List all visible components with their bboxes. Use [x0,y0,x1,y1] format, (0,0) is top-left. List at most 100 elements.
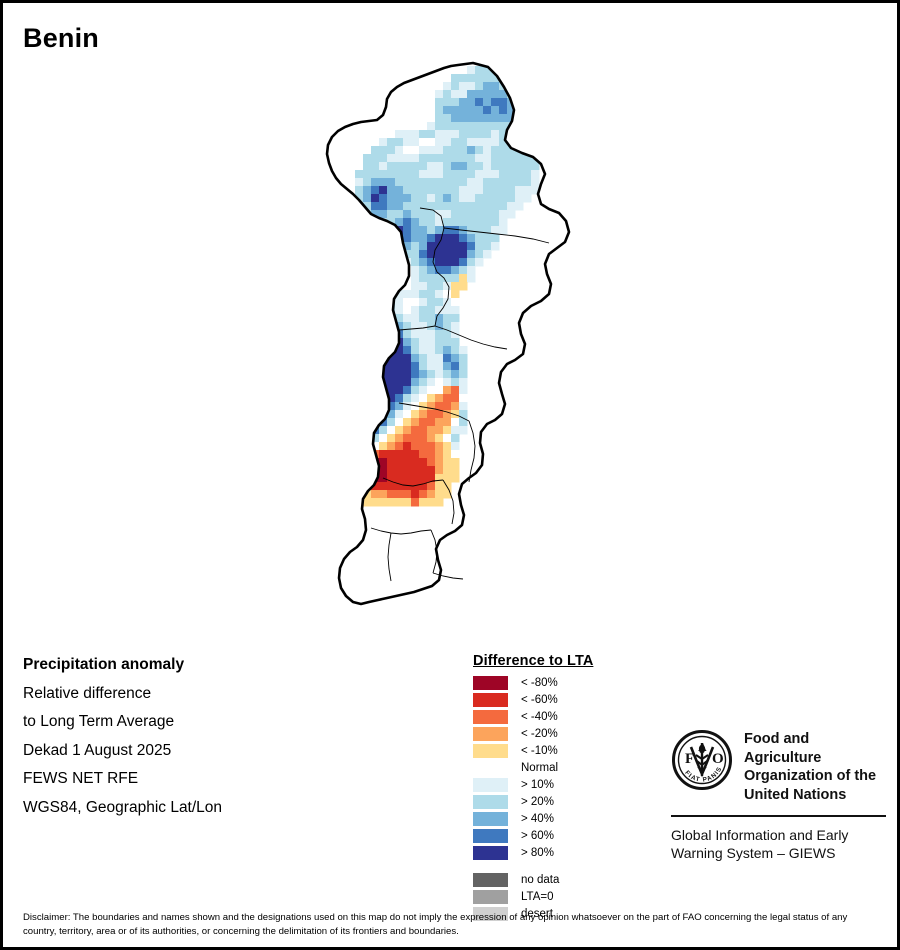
raster-cell [403,394,412,403]
legend-item-label-9: > 60% [521,829,554,842]
choropleth-map[interactable] [283,58,643,618]
raster-cell [427,170,436,179]
raster-cell [443,490,452,499]
raster-cell [459,138,468,147]
legend-item-7[interactable]: > 20% [473,793,643,810]
raster-cell [451,82,460,91]
legend-item-8[interactable]: > 40% [473,810,643,827]
legend-item-5[interactable]: Normal [473,759,643,776]
raster-cell [435,226,444,235]
raster-cell [427,338,436,347]
raster-cell [443,378,452,387]
raster-cell [475,114,484,123]
raster-cell [427,346,436,355]
raster-cell [419,458,428,467]
raster-cell [427,410,436,419]
raster-cell [379,274,388,283]
legend-item-9[interactable]: > 60% [473,827,643,844]
raster-cell [379,194,388,203]
raster-cell [443,466,452,475]
raster-cell [387,274,396,283]
raster-cell [483,146,492,155]
raster-cell [403,194,412,203]
raster-cell [427,394,436,403]
raster-cell [419,250,428,259]
raster-cell [355,170,364,179]
raster-cell [451,266,460,275]
raster-cell [459,266,468,275]
raster-cell [427,426,436,435]
raster-cell [475,218,484,227]
raster-cell [467,274,476,283]
raster-cell [403,186,412,195]
raster-cell [443,354,452,363]
raster-cell [379,466,388,475]
raster-cell [379,178,388,187]
raster-cell [403,354,412,363]
raster-cell [515,178,524,187]
raster-cell [451,370,460,379]
raster-cell [523,130,532,139]
raster-cell [531,146,540,155]
raster-cell [411,434,420,443]
raster-cell [459,418,468,427]
raster-cell [387,482,396,491]
raster-cell [507,146,516,155]
raster-cell [435,322,444,331]
raster-cell [459,234,468,243]
raster-cell [395,386,404,395]
raster-cell [379,338,388,347]
raster-cell [403,482,412,491]
raster-cell [403,442,412,451]
legend-extra-item-2[interactable]: desert [473,905,643,922]
raster-cell [443,122,452,131]
raster-cell [403,426,412,435]
raster-cell [387,266,396,275]
raster-cell [411,418,420,427]
raster-cell [411,458,420,467]
raster-cell [451,138,460,147]
legend-item-swatch-6 [473,777,508,792]
raster-cell [451,234,460,243]
raster-cell [387,282,396,291]
raster-cell [475,250,484,259]
raster-cell [379,226,388,235]
raster-cell [515,154,524,163]
raster-cell [379,442,388,451]
raster-cell [395,210,404,219]
raster-cell [427,282,436,291]
legend-item-2[interactable]: < -40% [473,708,643,725]
raster-cell [379,170,388,179]
raster-cell [387,234,396,243]
raster-cell [499,138,508,147]
raster-cell [451,346,460,355]
raster-cell [395,370,404,379]
legend-extra-item-1[interactable]: LTA=0 [473,888,643,905]
legend-extra-item-swatch-2 [473,906,508,921]
raster-cell [403,490,412,499]
legend-item-6[interactable]: > 10% [473,776,643,793]
raster-cell [467,218,476,227]
raster-cell [379,258,388,267]
legend-extra-item-swatch-0 [473,872,508,887]
legend-item-label-1: < -60% [521,693,558,706]
legend-item-1[interactable]: < -60% [473,691,643,708]
raster-cell [499,130,508,139]
raster-cell [451,90,460,99]
raster-cell [515,162,524,171]
legend-item-0[interactable]: < -80% [473,674,643,691]
raster-cell [395,154,404,163]
legend-item-4[interactable]: < -10% [473,742,643,759]
legend-item-3[interactable]: < -20% [473,725,643,742]
raster-cell [443,82,452,91]
raster-cell [507,154,516,163]
raster-cell [371,162,380,171]
raster-cell [491,162,500,171]
raster-cell [443,386,452,395]
raster-cell [427,458,436,467]
legend-extra-item-0[interactable]: no data [473,871,643,888]
raster-cell [491,74,500,83]
raster-cell [467,178,476,187]
legend-item-10[interactable]: > 80% [473,844,643,861]
raster-cell [411,242,420,251]
